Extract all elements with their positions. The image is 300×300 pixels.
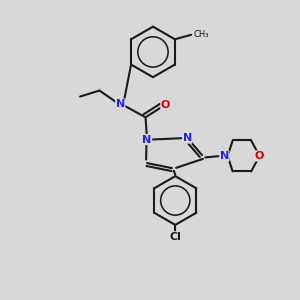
Text: N: N [220, 151, 229, 161]
Text: Cl: Cl [169, 232, 181, 242]
Text: N: N [116, 99, 125, 109]
Text: CH₃: CH₃ [194, 30, 209, 39]
Text: N: N [182, 133, 192, 143]
Text: O: O [161, 100, 170, 110]
Text: O: O [255, 151, 264, 161]
Text: N: N [142, 135, 152, 145]
